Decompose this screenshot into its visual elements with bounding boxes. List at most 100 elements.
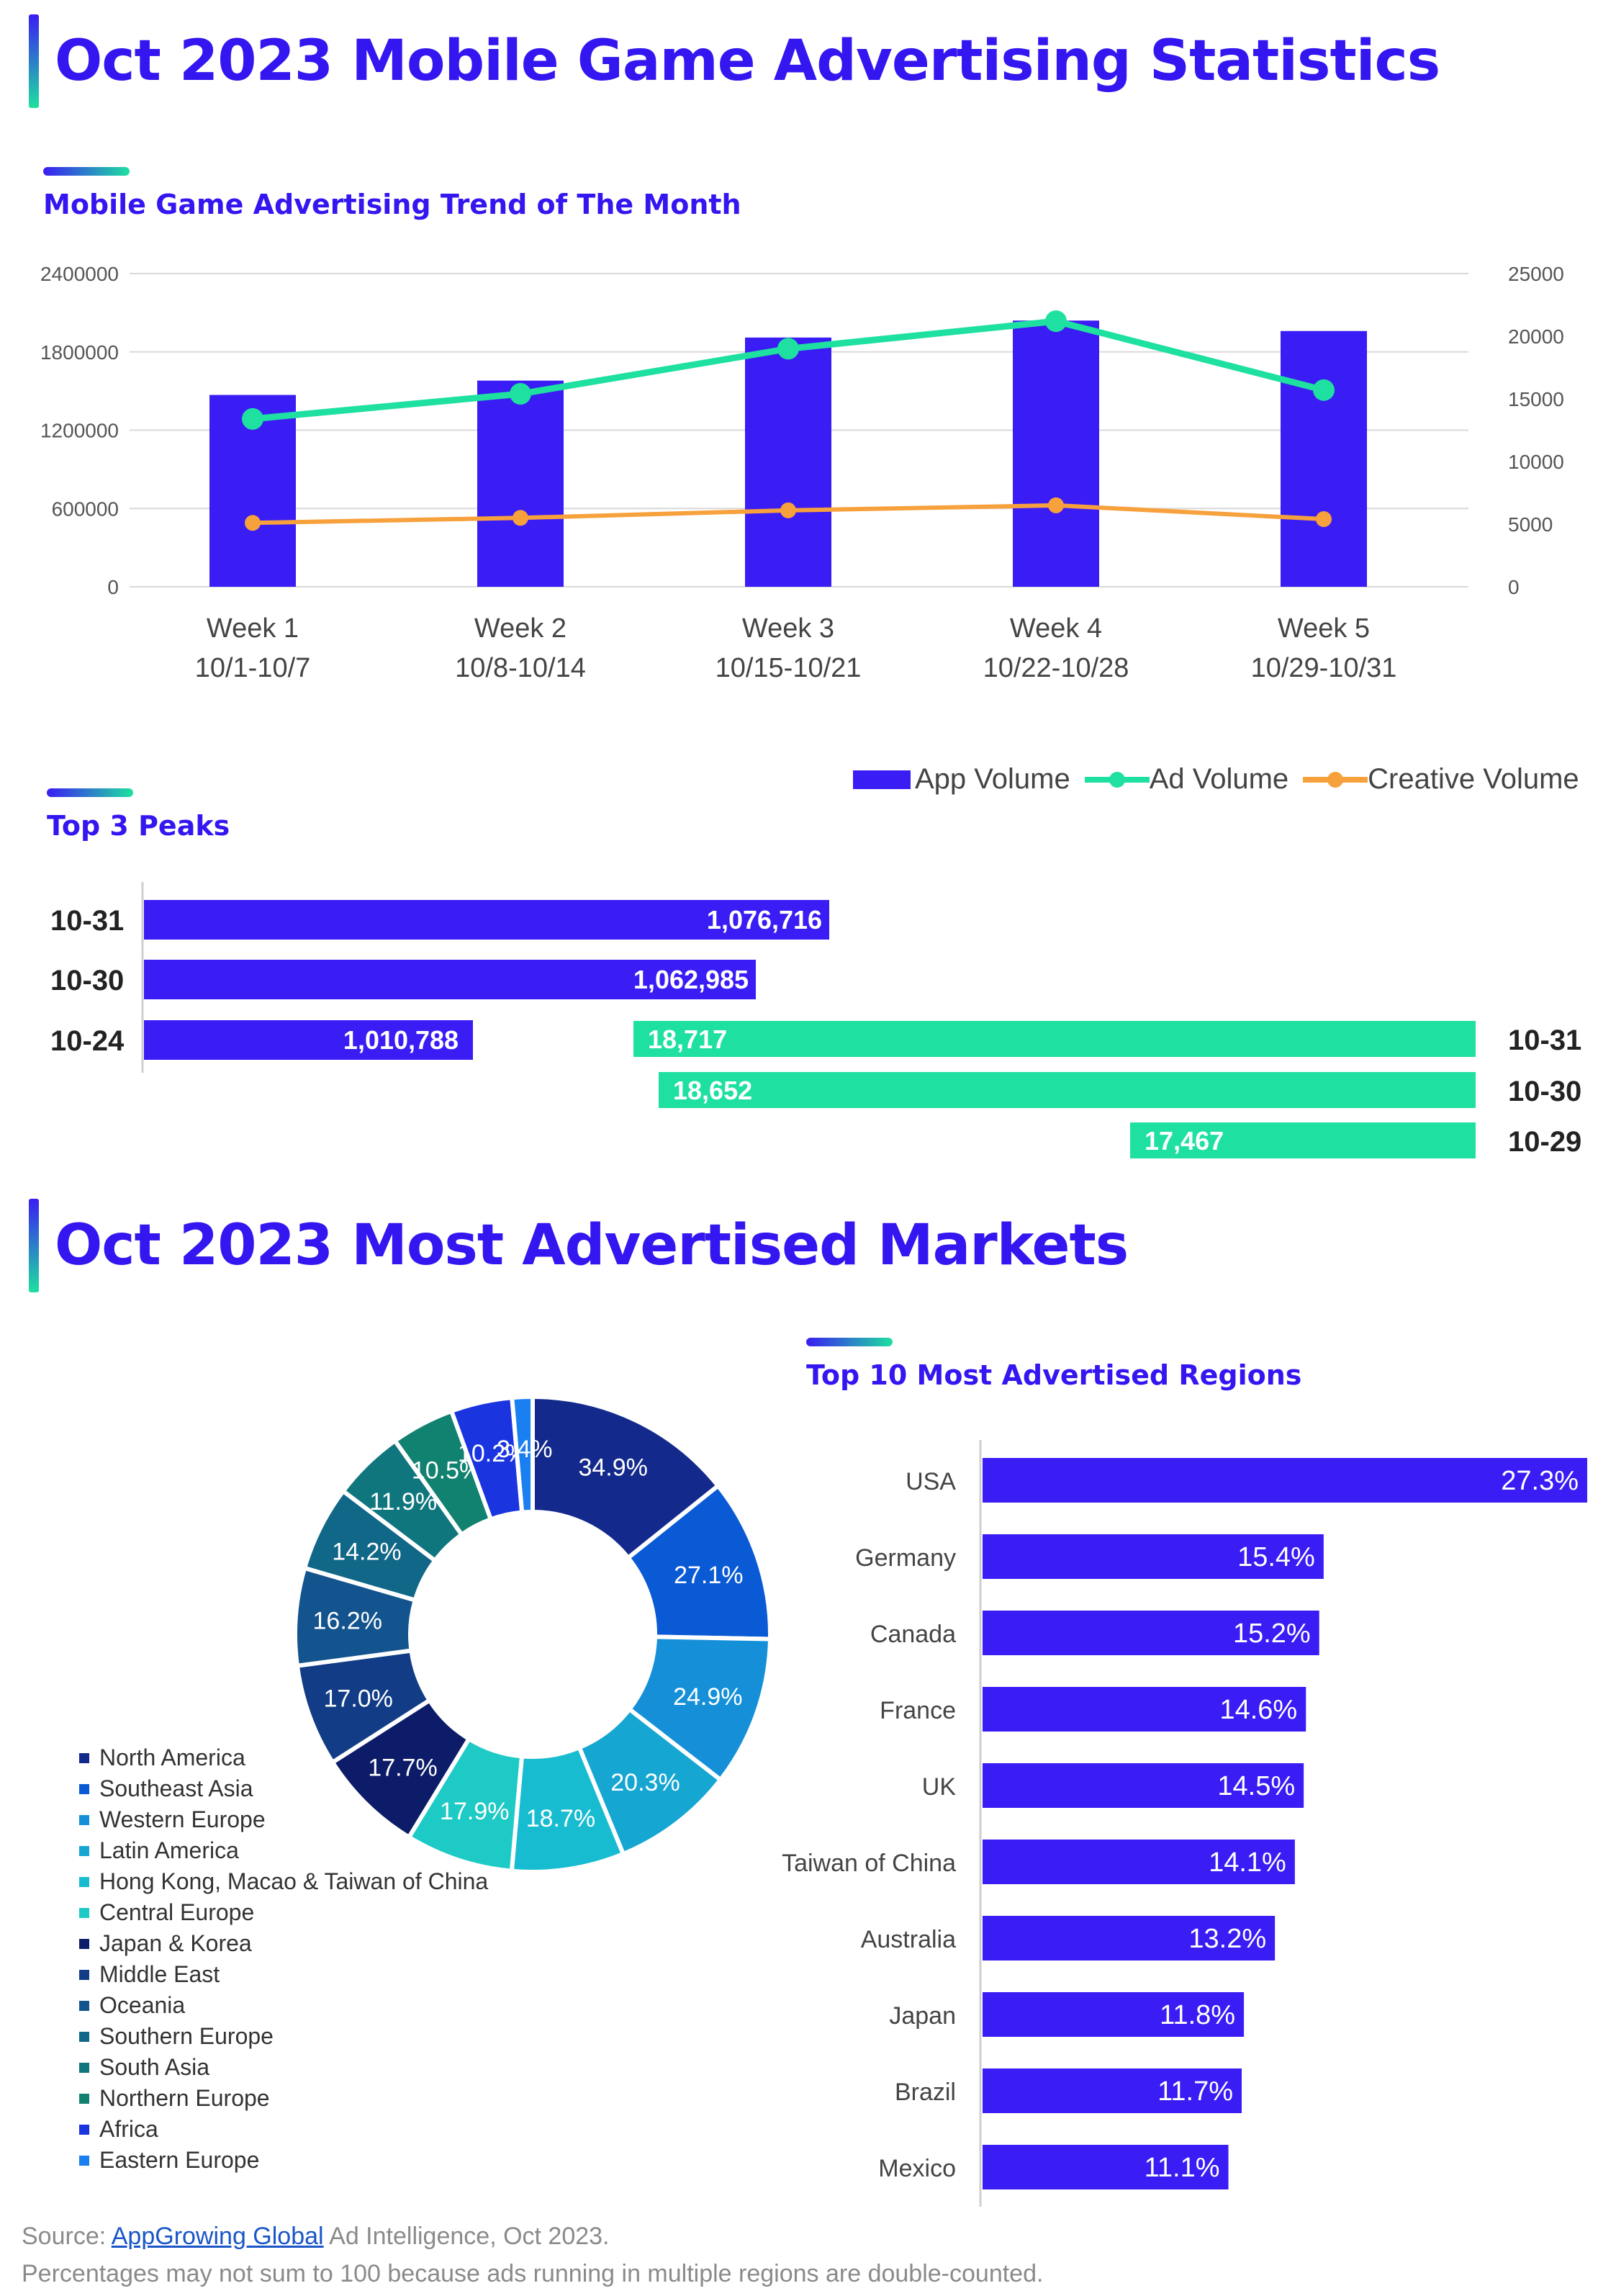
legend-swatch-icon — [79, 1752, 89, 1763]
legend-item: Eastern Europe — [79, 2145, 488, 2176]
legend-swatch-icon — [79, 1938, 89, 1949]
left-axis-tick-label: 0 — [107, 576, 119, 598]
region-bar — [983, 1992, 1245, 2037]
legend-swatch-icon — [79, 1876, 89, 1887]
legend-swatch-icon — [79, 2000, 89, 2011]
markets-legend: North America Southeast Asia Western Europ… — [79, 1742, 488, 2176]
peak-value-label: 18,717 — [648, 1025, 727, 1054]
region-name-label: Japan — [889, 2002, 956, 2030]
category-label: Week 3 — [742, 613, 834, 644]
subtitle-accent-line — [806, 1338, 893, 1346]
slice-value-label: 24.9% — [673, 1683, 742, 1711]
legend-label: Southeast Asia — [99, 1775, 253, 1801]
footer: Source: AppGrowing Global Ad Intelligenc… — [22, 2218, 1043, 2292]
legend-swatch-icon — [79, 2124, 89, 2135]
trend-subtitle: Mobile Game Advertising Trend of The Mon… — [43, 167, 741, 220]
region-value-label: 14.1% — [1209, 1847, 1286, 1878]
legend-swatch-icon — [79, 1907, 89, 1918]
region-name-label: Mexico — [878, 2155, 956, 2182]
slice-value-label: 17.0% — [324, 1685, 393, 1713]
peak-value-label: 17,467 — [1145, 1126, 1224, 1156]
series-point — [780, 502, 796, 518]
region-bar — [983, 1458, 1587, 1503]
legend-item: Africa — [79, 2114, 488, 2145]
legend-item: Hong Kong, Macao & Taiwan of China — [79, 1866, 488, 1897]
peak-bar-app — [144, 960, 756, 999]
region-value-label: 13.2% — [1188, 1924, 1266, 1954]
left-axis-tick-label: 600000 — [52, 498, 119, 520]
slice-value-label: 17.9% — [440, 1798, 509, 1825]
donut-slice — [625, 1482, 772, 1642]
region-value-label: 11.7% — [1157, 2076, 1233, 2107]
legend-swatch-icon — [79, 2155, 89, 2166]
region-value-label: 14.6% — [1219, 1695, 1297, 1725]
slice-value-label: 14.2% — [332, 1538, 401, 1565]
category-label: Week 4 — [1010, 613, 1102, 644]
legend-item: Southeast Asia — [79, 1773, 488, 1804]
series-point — [1048, 497, 1064, 513]
legend-item: Southern Europe — [79, 2021, 488, 2052]
peak-bar-ad — [659, 1072, 1476, 1108]
region-name-label: USA — [906, 1468, 956, 1495]
category-label: Week 5 — [1278, 613, 1370, 644]
slice-value-label: 20.3% — [610, 1769, 680, 1796]
regions-subtitle: Top 10 Most Advertised Regions — [806, 1338, 1301, 1391]
legend-item-creative-volume: Creative Volume — [1303, 763, 1579, 796]
bar-app-volume — [1281, 330, 1367, 587]
category-label: Week 2 — [474, 613, 566, 644]
slice-value-label: 16.2% — [313, 1608, 382, 1635]
legend-label: Japan & Korea — [99, 1930, 252, 1956]
markets-section-title: Oct 2023 Most Advertised Markets — [29, 1199, 1129, 1292]
region-name-label: Australia — [861, 1926, 956, 1953]
bar-app-volume — [745, 337, 831, 587]
region-name-label: Brazil — [895, 2079, 956, 2106]
region-bar — [983, 2068, 1242, 2113]
source-prefix: Source: — [22, 2223, 112, 2250]
region-name-label: UK — [922, 1773, 957, 1801]
region-value-label: 27.3% — [1501, 1466, 1579, 1496]
regions-title: Top 10 Most Advertised Regions — [806, 1359, 1302, 1391]
series-point — [513, 510, 528, 526]
legend-label: Southern Europe — [99, 2023, 274, 2049]
legend-swatch-icon — [79, 2062, 89, 2073]
legend-label: Latin America — [99, 1837, 239, 1863]
legend-swatch-icon — [79, 1845, 89, 1856]
category-label: Week 1 — [207, 613, 299, 644]
legend-label: Northern Europe — [99, 2085, 270, 2111]
region-bar — [983, 1916, 1276, 1960]
legend-label: Ad Volume — [1149, 763, 1289, 795]
source-link[interactable]: AppGrowing Global — [111, 2223, 324, 2250]
slice-value-label: 17.7% — [368, 1754, 437, 1781]
series-point — [245, 515, 261, 531]
title-accent-bar — [29, 14, 39, 108]
region-bar — [983, 1534, 1324, 1579]
peak-bar-app — [144, 900, 829, 940]
legend-label: Western Europe — [99, 1806, 266, 1832]
category-sublabel: 10/29-10/31 — [1251, 653, 1397, 683]
left-axis-tick-label: 1800000 — [40, 341, 119, 364]
category-sublabel: 10/15-10/21 — [716, 653, 862, 683]
legend-swatch-bar-icon — [853, 770, 911, 789]
legend-label: North America — [99, 1744, 245, 1770]
right-axis-tick-label: 20000 — [1508, 325, 1564, 348]
right-axis-tick-label: 0 — [1508, 576, 1520, 598]
peak-date-label: 10-31 — [50, 905, 124, 937]
legend-item: South Asia — [79, 2052, 488, 2083]
stats-section-title: Oct 2023 Mobile Game Advertising Statist… — [29, 14, 1440, 108]
peak-date-label: 10-30 — [1508, 1076, 1581, 1107]
slice-value-label: 11.9% — [369, 1488, 437, 1516]
slice-value-label: 27.1% — [674, 1562, 743, 1589]
peak-bar-app — [144, 1020, 473, 1060]
legend-swatch-line-icon — [1303, 771, 1368, 788]
region-bar — [983, 1763, 1304, 1808]
legend-swatch-icon — [79, 1783, 89, 1794]
legend-swatch-icon — [79, 2093, 89, 2104]
legend-item: Western Europe — [79, 1804, 488, 1835]
legend-label: South Asia — [99, 2054, 209, 2080]
trend-title: Mobile Game Advertising Trend of The Mon… — [43, 189, 741, 220]
region-name-label: Canada — [870, 1621, 956, 1648]
series-point — [777, 338, 799, 360]
series-point — [1313, 379, 1335, 401]
